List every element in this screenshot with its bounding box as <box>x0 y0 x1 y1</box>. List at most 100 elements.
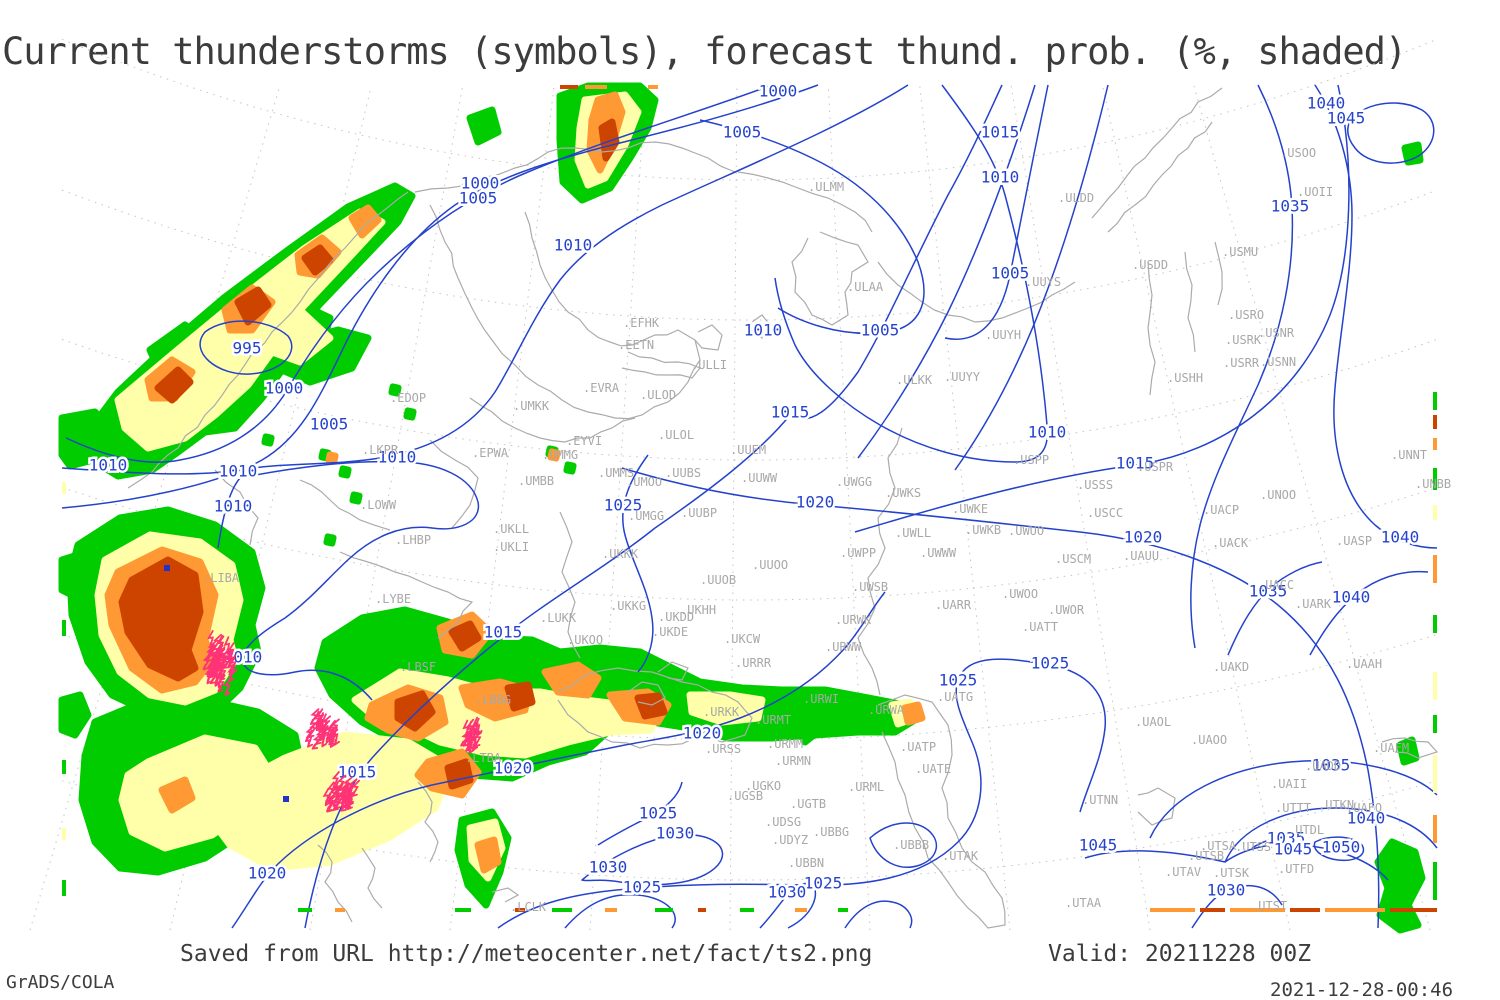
station-label: .UAKD <box>1213 660 1249 674</box>
coastlines <box>127 87 1439 929</box>
isobar-label: 1005 <box>991 264 1030 283</box>
isobar-line <box>1309 570 1429 656</box>
isobar-label: 1035 <box>1267 829 1306 848</box>
isobar-label: 1015 <box>771 403 810 422</box>
isobar-label: 1005 <box>861 321 900 340</box>
prob-shade-patch <box>325 451 339 465</box>
station-label: .UUYS <box>1025 275 1061 289</box>
prob-shade-patch <box>474 836 502 874</box>
isobar-line <box>774 84 1049 463</box>
station-label: .UUEM <box>730 443 766 457</box>
thunderstorm-symbol-icon <box>206 660 217 678</box>
station-label: .UDYZ <box>772 833 808 847</box>
station-label: .USCC <box>1087 506 1123 520</box>
station-label: .LCLK <box>510 900 547 914</box>
coastline <box>339 551 474 639</box>
isobar-label: 1000 <box>759 82 798 101</box>
edge-tick <box>615 85 643 89</box>
generation-timestamp: 2021-12-28-00:46 <box>1270 979 1454 1000</box>
station-label: .UTSB <box>1188 849 1224 863</box>
coastline <box>429 439 479 529</box>
station-label: .UKCW <box>724 632 761 646</box>
station-label: .URMT <box>755 713 791 727</box>
isobar-label: 1010 <box>89 456 128 475</box>
isobar-line <box>1190 84 1294 649</box>
edge-tick <box>515 908 525 912</box>
station-label: .UWSB <box>852 580 888 594</box>
station-label: .UTAV <box>1165 865 1201 879</box>
station-label: .UWPP <box>840 546 876 560</box>
edge-tick <box>1433 815 1437 843</box>
prob-shade-patch <box>154 366 194 404</box>
station-label: .UKHH <box>680 603 716 617</box>
edge-tick <box>1230 908 1285 912</box>
station-label: .EYVI <box>566 434 602 448</box>
station-label: .UTKN <box>1318 798 1354 812</box>
graticule-line <box>827 85 871 931</box>
isobar-line <box>954 84 1109 471</box>
coastline <box>429 204 701 420</box>
station-label: .UUOO <box>752 558 788 572</box>
isobar-label: 1035 <box>1249 582 1288 601</box>
station-label: .URWK <box>835 613 872 627</box>
station-label: .LYBE <box>375 592 411 606</box>
thunderstorm-symbol-icon <box>339 786 348 805</box>
isobar-line <box>699 119 925 335</box>
isobar-label: 1030 <box>1207 881 1246 900</box>
prob-shade-patch <box>58 408 116 470</box>
station-label: .USPR <box>1137 460 1174 474</box>
prob-shade-patch <box>466 106 502 146</box>
edge-tick <box>1200 908 1225 912</box>
station-label: .UAOL <box>1135 715 1171 729</box>
station-label: .ULAA <box>847 280 884 294</box>
coastline <box>299 479 391 531</box>
isobar-label: 1010 <box>214 497 253 516</box>
thunderstorm-symbol-icon <box>462 719 471 739</box>
station-label: .UMBB <box>518 474 554 488</box>
prob-shade-patch <box>301 244 334 276</box>
thunderstorm-symbol-icon <box>326 795 336 813</box>
isobar-label: 1030 <box>656 824 695 843</box>
station-label: .UUYY <box>944 370 981 384</box>
isobar-label: 1040 <box>1381 528 1420 547</box>
thunderstorm-symbol-icon <box>214 652 224 670</box>
isobar-line <box>61 84 909 475</box>
station-label: .URRR <box>735 656 772 670</box>
station-label: .EFHK <box>623 316 660 330</box>
station-label: .UKDD <box>658 610 694 624</box>
thunderstorm-symbol-icon <box>340 795 351 812</box>
station-label: .UAOO <box>1191 733 1227 747</box>
station-label: .UARR <box>935 598 972 612</box>
edge-tick <box>740 908 754 912</box>
prob-shade-patch <box>118 734 276 852</box>
isobar-line <box>622 454 654 673</box>
station-label: .UBBG <box>813 825 849 839</box>
prob-shade-patch <box>791 711 824 746</box>
station-label: .ULLI <box>691 358 727 372</box>
graticule-line <box>61 634 1438 741</box>
edge-tick <box>1390 908 1437 912</box>
edge-tick <box>1433 468 1437 490</box>
edge-tick <box>560 85 578 89</box>
edge-tick <box>1433 672 1437 700</box>
prob-shade-patch <box>394 690 436 732</box>
station-label: .UTSK <box>1213 866 1250 880</box>
isobar-label: 1040 <box>1332 588 1371 607</box>
thunderstorm-symbol-icon <box>209 667 220 685</box>
chart-title: Current thunderstorms (symbols), forecas… <box>2 30 1407 73</box>
generator-credit: GrADS/COLA <box>6 972 115 993</box>
isobar-line <box>1251 836 1303 849</box>
station-label: .UDSG <box>765 815 801 829</box>
coastline <box>1147 261 1156 396</box>
isobar-label: 1025 <box>1031 654 1070 673</box>
edge-tick <box>62 828 66 840</box>
station-labels: .EFHK .EETN .ULLI .EVRA .ULOD .UMKK .EYVI.UMMG… <box>203 146 1451 914</box>
station-label: .LBBG <box>475 693 511 707</box>
station-label: .USRK <box>1225 333 1262 347</box>
coastline <box>694 324 723 351</box>
isobar-line <box>217 460 480 701</box>
station-label: .UMMG <box>542 448 578 462</box>
coastline <box>877 694 1006 929</box>
coastline <box>491 887 520 903</box>
